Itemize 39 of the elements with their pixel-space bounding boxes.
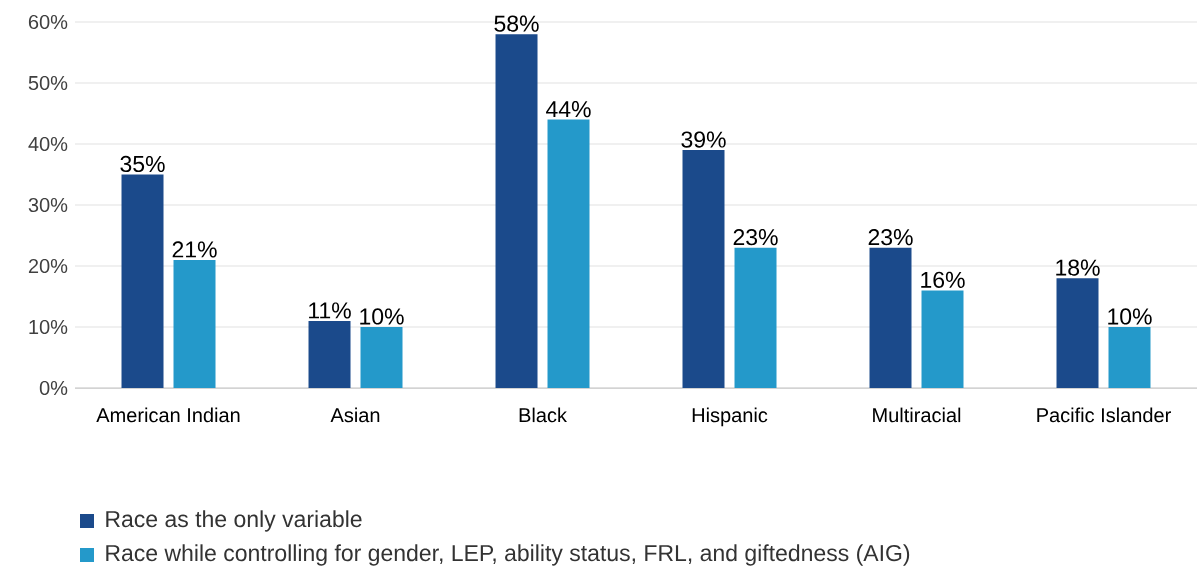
x-tick-label: Hispanic: [692, 407, 768, 427]
y-tick-label: 30%: [28, 197, 68, 213]
bar: [734, 247, 777, 388]
y-tick-label: 20%: [28, 258, 68, 274]
data-label: 16%: [921, 271, 965, 288]
x-tick-label: Pacific Islander: [1037, 407, 1171, 423]
data-label: 39%: [681, 131, 726, 148]
y-tick-label: 0%: [39, 380, 68, 396]
bar: [360, 327, 403, 388]
bar: [869, 247, 912, 388]
x-tick-label: American Indian: [96, 407, 240, 423]
bar: [495, 34, 538, 388]
bar: [121, 174, 164, 388]
data-label: 11%: [309, 302, 351, 319]
bar: [921, 290, 964, 388]
x-tick-label: Asian: [330, 407, 380, 423]
data-label: 44%: [546, 101, 591, 118]
bar: [682, 150, 725, 388]
bar: [547, 119, 590, 388]
y-tick-label: 10%: [29, 319, 68, 335]
bar: [173, 259, 216, 388]
data-label: 23%: [733, 229, 778, 246]
y-tick-label: 50%: [28, 75, 68, 91]
bar: [308, 320, 351, 388]
legend-label: Race as the only variable: [106, 510, 362, 532]
data-label: 58%: [494, 15, 539, 32]
y-tick-label: 60%: [28, 14, 68, 30]
data-label: 21%: [172, 241, 217, 258]
legend-label: Race while controlling for gender, LEP, ability status, FRL, and giftedness (AIG): [106, 544, 910, 566]
y-tick-label: 40%: [28, 136, 68, 152]
bar: [1108, 327, 1151, 388]
bar: [1056, 278, 1099, 388]
data-label: 10%: [360, 308, 404, 325]
x-tick-label: Multiracial: [873, 407, 961, 423]
data-label: 18%: [1056, 259, 1100, 276]
data-label: 23%: [868, 229, 913, 246]
x-tick-label: Black: [519, 407, 567, 423]
data-label: 35%: [120, 155, 165, 173]
data-label: 10%: [1108, 308, 1152, 325]
